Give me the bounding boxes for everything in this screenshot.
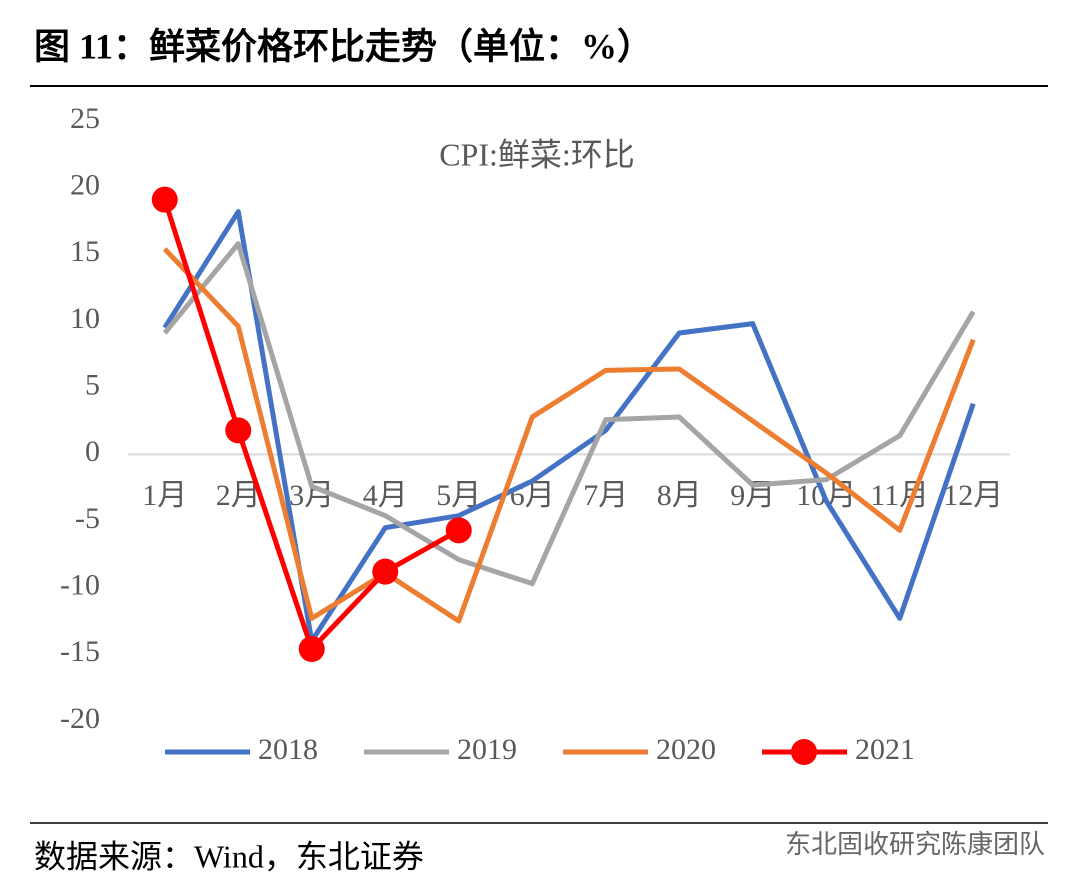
series-line [162,198,460,652]
y-tick-label: 20 [70,169,100,202]
y-tick-label: -10 [60,569,100,602]
y-tick-label: 5 [85,369,100,402]
series-line [162,241,976,587]
x-tick-label: 4月 [363,479,408,512]
point [225,417,252,444]
point [445,517,472,544]
x-tick-label: 7月 [583,479,628,512]
y-tick-label: 15 [70,235,100,268]
x-tick-label: 8月 [657,479,702,512]
y-tick-label: -20 [60,702,100,735]
y-tick-label: -5 [75,502,100,535]
x-tick-label: 2月 [216,479,261,512]
legend-label: 2019 [457,733,517,766]
y-tick-label: 0 [85,435,100,468]
legend-marker [791,739,817,765]
point [151,186,178,213]
point [298,636,325,662]
figure-title: 图 11：鲜菜价格环比走势（单位：%） [34,26,653,66]
legend-label: 2020 [656,733,716,766]
x-tick-label: 12月 [943,479,1003,512]
legend-label: 2018 [258,733,318,766]
source: 数据来源：Wind，东北证券 [34,838,424,874]
watermark: 东北固收研究陈康团队 [785,830,1045,859]
x-tick-label: 6月 [510,479,555,512]
y-tick-label: -15 [60,635,100,668]
series-line [162,247,976,624]
y-tick-label: 10 [70,302,100,335]
point [372,558,399,585]
legend-label: 2021 [855,733,915,766]
chart-title: CPI:鲜菜:环比 [439,136,635,172]
x-tick-label: 1月 [142,479,187,512]
y-tick-label: 25 [70,102,100,135]
x-tick-label: 11月 [870,479,929,512]
